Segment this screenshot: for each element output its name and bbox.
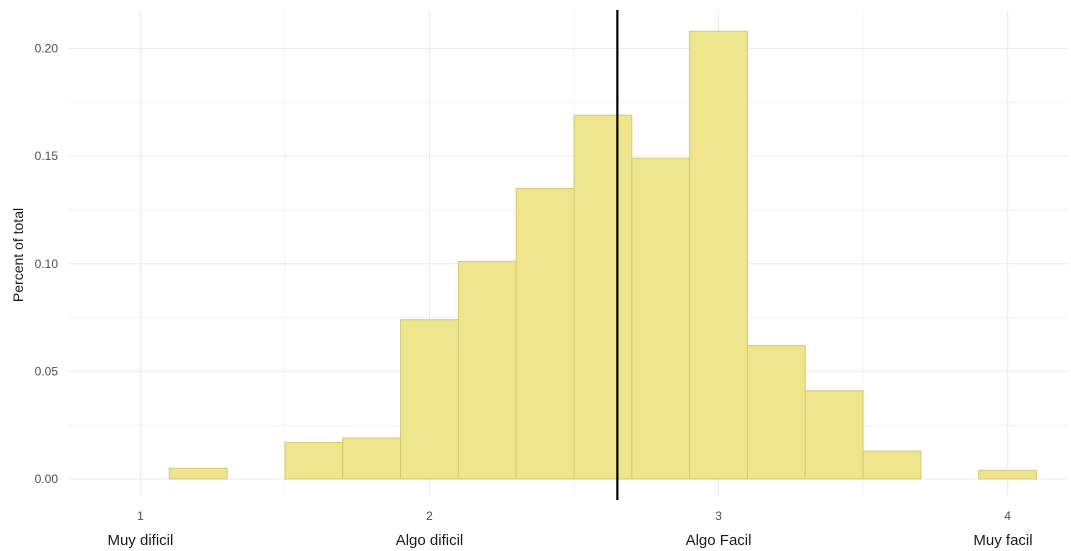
histogram-bar xyxy=(804,390,864,480)
x-category-label: Muy facil xyxy=(973,532,1032,549)
x-axis-ticks: 1 2 3 4 xyxy=(137,509,1011,523)
histogram-bar xyxy=(573,114,633,480)
histogram-bar xyxy=(457,261,517,480)
y-tick-label: 0.00 xyxy=(35,472,59,486)
histogram-bar xyxy=(862,450,922,480)
x-tick-label: 2 xyxy=(426,509,433,523)
histogram-bar xyxy=(689,30,748,480)
x-tick-label: 4 xyxy=(1004,509,1011,523)
histogram-bar xyxy=(746,345,806,480)
y-tick-label: 0.15 xyxy=(35,149,59,163)
x-category-labels: Muy dificil Algo dificil Algo Facil Muy fac… xyxy=(107,532,1032,549)
histogram-bar xyxy=(515,187,575,480)
x-category-label: Algo dificil xyxy=(396,532,464,549)
x-category-label: Muy dificil xyxy=(107,532,173,549)
x-category-label: Algo Facil xyxy=(686,532,752,549)
y-axis-title: Percent of total xyxy=(10,208,26,302)
histogram-bar xyxy=(342,437,402,480)
y-tick-label: 0.05 xyxy=(35,364,59,378)
histogram-bar xyxy=(284,441,344,480)
x-tick-label: 3 xyxy=(715,509,722,523)
histogram-bar xyxy=(631,157,691,480)
y-axis-ticks: 0.00 0.05 0.10 0.15 0.20 xyxy=(35,42,59,487)
y-tick-label: 0.20 xyxy=(35,42,59,56)
x-tick-label: 1 xyxy=(137,509,144,523)
histogram-bar xyxy=(168,467,228,480)
histogram-bars xyxy=(168,30,1037,480)
y-tick-label: 0.10 xyxy=(35,257,59,271)
histogram-bar xyxy=(400,319,459,480)
histogram-bar xyxy=(978,469,1037,480)
